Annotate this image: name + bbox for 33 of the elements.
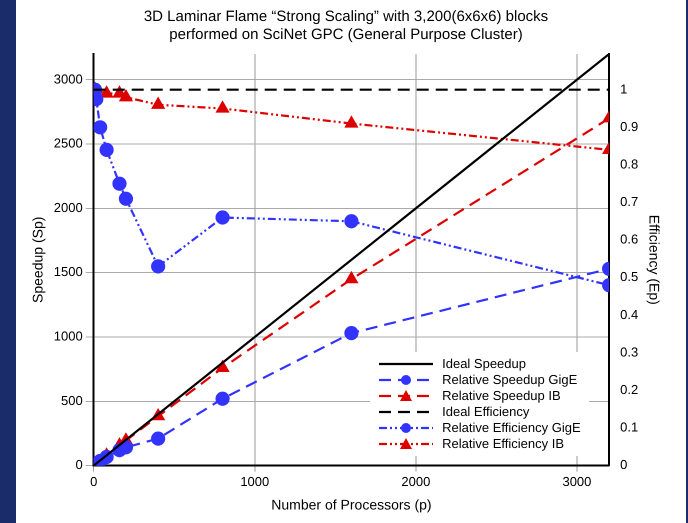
- y-tick-label: 3000: [54, 71, 83, 86]
- y-axis-title: Speedup (Sp): [29, 216, 46, 304]
- x-axis-title: Number of Processors (p): [271, 496, 432, 512]
- y2-axis-title: Efficiency (Ep): [646, 214, 663, 305]
- y2-tick-label: 0.7: [620, 194, 638, 210]
- y2-tick-label: 0.5: [620, 269, 638, 284]
- chart-title: 3D Laminar Flame “Strong Scaling” with 3,200(6x6x6) blocks: [144, 8, 548, 26]
- legend-label: Relative Efficiency IB: [442, 436, 564, 452]
- y-tick-label: 1500: [54, 264, 83, 280]
- legend-label: Relative Speedup IB: [442, 388, 561, 404]
- y2-tick-label: 0.1: [620, 420, 638, 435]
- x-tick-label: 0: [90, 474, 98, 489]
- legend-label: Ideal Efficiency: [442, 404, 530, 420]
- y2-tick-label: 1: [620, 81, 628, 96]
- y2-tick-label: 0.6: [620, 232, 638, 247]
- y2-tick-label: 0.8: [620, 156, 638, 172]
- y-tick-label: 2000: [54, 200, 83, 215]
- legend-label: Ideal Speedup: [442, 356, 526, 372]
- x-tick-label: 1000: [240, 474, 270, 489]
- y-tick-label: 0: [75, 457, 83, 472]
- y-tick-label: 500: [61, 392, 83, 408]
- y2-tick-label: 0.2: [620, 382, 638, 397]
- x-tick-label: 2000: [401, 474, 430, 489]
- legend-label: Relative Efficiency GigE: [442, 420, 581, 436]
- y-tick-label: 2500: [54, 136, 83, 151]
- y-tick-label: 1000: [54, 328, 83, 344]
- legend-label: Relative Speedup GigE: [442, 372, 578, 388]
- y2-tick-label: 0.9: [620, 118, 638, 134]
- y2-tick-label: 0: [620, 457, 628, 472]
- y2-tick-label: 0.3: [620, 344, 638, 360]
- chart-subtitle: performed on SciNet GPC (General Purpose Cluster): [169, 26, 523, 44]
- y2-tick-label: 0.4: [620, 306, 638, 322]
- x-tick-label: 3000: [562, 474, 592, 489]
